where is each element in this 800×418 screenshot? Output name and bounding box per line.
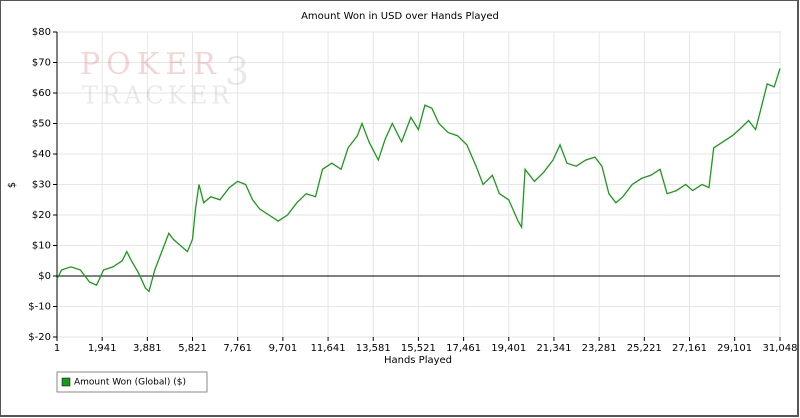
x-tick-label: 15,521: [401, 343, 436, 354]
legend: Amount Won (Global) ($): [56, 371, 208, 393]
y-tick-label: $60: [32, 88, 51, 99]
y-tick-label: $30: [32, 180, 51, 191]
legend-box: [56, 371, 208, 393]
x-tick-label: 1: [54, 343, 60, 354]
watermark: POKER TRACKER 3: [80, 47, 249, 110]
x-tick-label: 27,161: [672, 343, 707, 354]
y-tick-label: $0: [38, 271, 51, 282]
x-tick-label: 31,048: [763, 343, 798, 354]
x-tick-label: 21,341: [536, 343, 571, 354]
data-line: [56, 68, 781, 293]
y-tick-label: $80: [32, 27, 51, 38]
x-tick-label: 3,881: [133, 343, 162, 354]
watermark-top: POKER: [80, 47, 222, 82]
legend-swatch: [61, 377, 71, 387]
chart-title: Amount Won in USD over Hands Played: [301, 11, 499, 22]
legend-label: Amount Won (Global) ($): [74, 378, 186, 388]
plot-area: [56, 31, 781, 338]
x-tick-label: 5,821: [178, 343, 207, 354]
y-tick-label: $70: [32, 58, 51, 69]
x-tick-label: 25,221: [627, 343, 662, 354]
x-tick-label: 17,461: [446, 343, 481, 354]
x-tick-label: 29,101: [717, 343, 752, 354]
y-tick-label: $10: [32, 241, 51, 252]
x-tick-label: 7,761: [223, 343, 252, 354]
y-tick-label: $40: [32, 149, 51, 160]
x-tick-label: 9,701: [269, 343, 298, 354]
watermark-badge: 3: [225, 50, 249, 94]
x-axis-label: Hands Played: [384, 355, 452, 366]
x-tick-label: 11,641: [311, 343, 346, 354]
x-tick-label: 1,941: [88, 343, 117, 354]
x-tick-label: 23,281: [582, 343, 617, 354]
y-tick-label: $20: [32, 210, 51, 221]
y-axis-label: $: [7, 182, 18, 188]
y-tick-label: $-20: [28, 332, 51, 343]
x-tick-label: 13,581: [356, 343, 391, 354]
y-tick-label: $50: [32, 119, 51, 130]
y-tick-label: $-10: [28, 302, 51, 313]
x-tick-label: 19,401: [491, 343, 526, 354]
watermark-bottom: TRACKER: [82, 82, 233, 110]
